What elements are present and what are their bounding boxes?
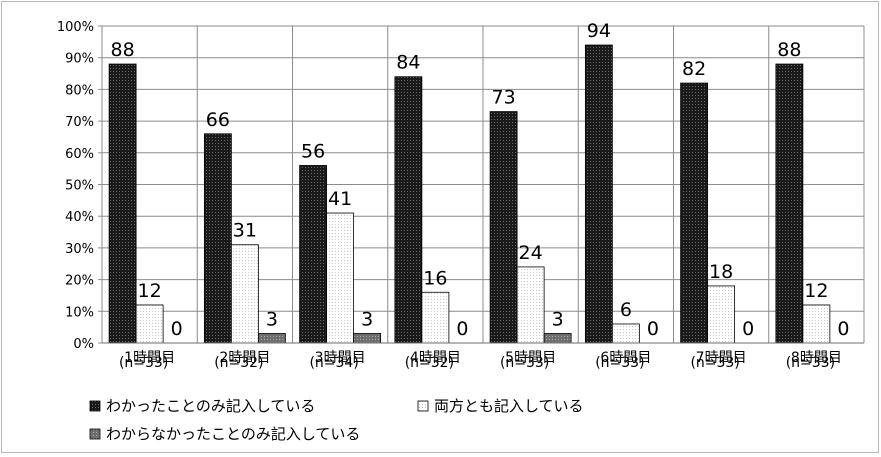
x-category-label: 2時間目	[219, 350, 270, 366]
data-label: 12	[804, 280, 828, 302]
y-tick-label: 20%	[65, 274, 94, 289]
data-label: 88	[111, 39, 135, 61]
bar-series-1	[394, 76, 423, 344]
bar-series-3	[353, 333, 382, 344]
data-label: 84	[396, 52, 420, 74]
bar-chart: 881206631356413841607324394608218088120 …	[57, 20, 865, 443]
data-label: 0	[647, 318, 659, 340]
bar-series-1	[680, 82, 709, 344]
y-tick-label: 10%	[65, 305, 94, 320]
bar-series-2	[326, 212, 355, 344]
legend-swatch	[417, 400, 429, 412]
bar-series-2	[802, 304, 831, 344]
bar-series-1	[108, 63, 137, 344]
y-tick-label: 90%	[65, 52, 94, 67]
legend-swatch	[89, 428, 101, 440]
bar-series-1	[203, 133, 232, 344]
data-label: 0	[456, 318, 468, 340]
bar-series-1	[775, 63, 804, 344]
y-tick-label: 60%	[65, 147, 94, 162]
data-label: 16	[423, 267, 447, 289]
x-category-label: 3時間目	[315, 350, 366, 366]
legend-label: わからなかったことのみ記入している	[106, 425, 360, 443]
data-label: 41	[328, 188, 352, 210]
y-tick-label: 0%	[73, 337, 94, 352]
legend-label: わかったことのみ記入している	[106, 397, 315, 415]
x-category-label: 4時間目	[410, 350, 461, 366]
data-label: 3	[266, 308, 278, 330]
data-label: 88	[777, 39, 801, 61]
data-label: 18	[709, 261, 733, 283]
data-label: 24	[519, 242, 543, 264]
bar-series-3	[543, 333, 572, 344]
y-tick-label: 80%	[65, 83, 94, 98]
data-label: 56	[301, 140, 325, 162]
bar-series-2	[230, 244, 259, 344]
legend-swatch	[89, 400, 101, 412]
data-label: 66	[206, 109, 230, 131]
data-label: 73	[492, 87, 516, 109]
bar-series-2	[707, 285, 736, 344]
data-label: 82	[682, 58, 706, 80]
x-category-sublabel: (n=32)	[214, 355, 263, 371]
data-label: 0	[171, 318, 183, 340]
x-category-sublabel: (n=33)	[786, 355, 835, 371]
legend-label: 両方とも記入している	[434, 397, 584, 415]
y-tick-label: 50%	[65, 179, 94, 194]
data-label: 0	[837, 318, 849, 340]
bar-series-3	[257, 333, 286, 344]
data-label: 3	[552, 308, 564, 330]
x-category-label: 6時間目	[600, 350, 651, 366]
data-label: 31	[233, 220, 257, 242]
data-label: 12	[138, 280, 162, 302]
data-label: 0	[742, 318, 754, 340]
bar-series-2	[516, 266, 545, 344]
bar-series-1	[584, 44, 613, 344]
y-tick-label: 70%	[65, 115, 94, 130]
x-category-label: 7時間目	[696, 350, 747, 366]
x-category-label: 5時間目	[505, 350, 556, 366]
bar-series-1	[489, 111, 518, 344]
bar-series-1	[299, 165, 328, 344]
data-label: 94	[587, 20, 611, 42]
data-label: 6	[620, 299, 632, 321]
x-category-label: 8時間目	[791, 350, 842, 366]
bar-series-2	[421, 291, 450, 344]
x-category-sublabel: (n=32)	[405, 355, 454, 371]
x-category-sublabel: (n=33)	[500, 355, 549, 371]
data-label: 3	[361, 308, 373, 330]
y-tick-label: 30%	[65, 242, 94, 257]
bar-series-2	[135, 304, 164, 344]
x-category-sublabel: (n=34)	[309, 355, 358, 371]
x-category-label: 1時間目	[124, 350, 175, 366]
y-tick-label: 100%	[57, 20, 94, 35]
bar-series-2	[611, 323, 640, 344]
x-category-sublabel: (n=33)	[690, 355, 739, 371]
y-tick-label: 40%	[65, 210, 94, 225]
x-category-sublabel: (n=33)	[595, 355, 644, 371]
x-category-sublabel: (n=33)	[119, 355, 168, 371]
